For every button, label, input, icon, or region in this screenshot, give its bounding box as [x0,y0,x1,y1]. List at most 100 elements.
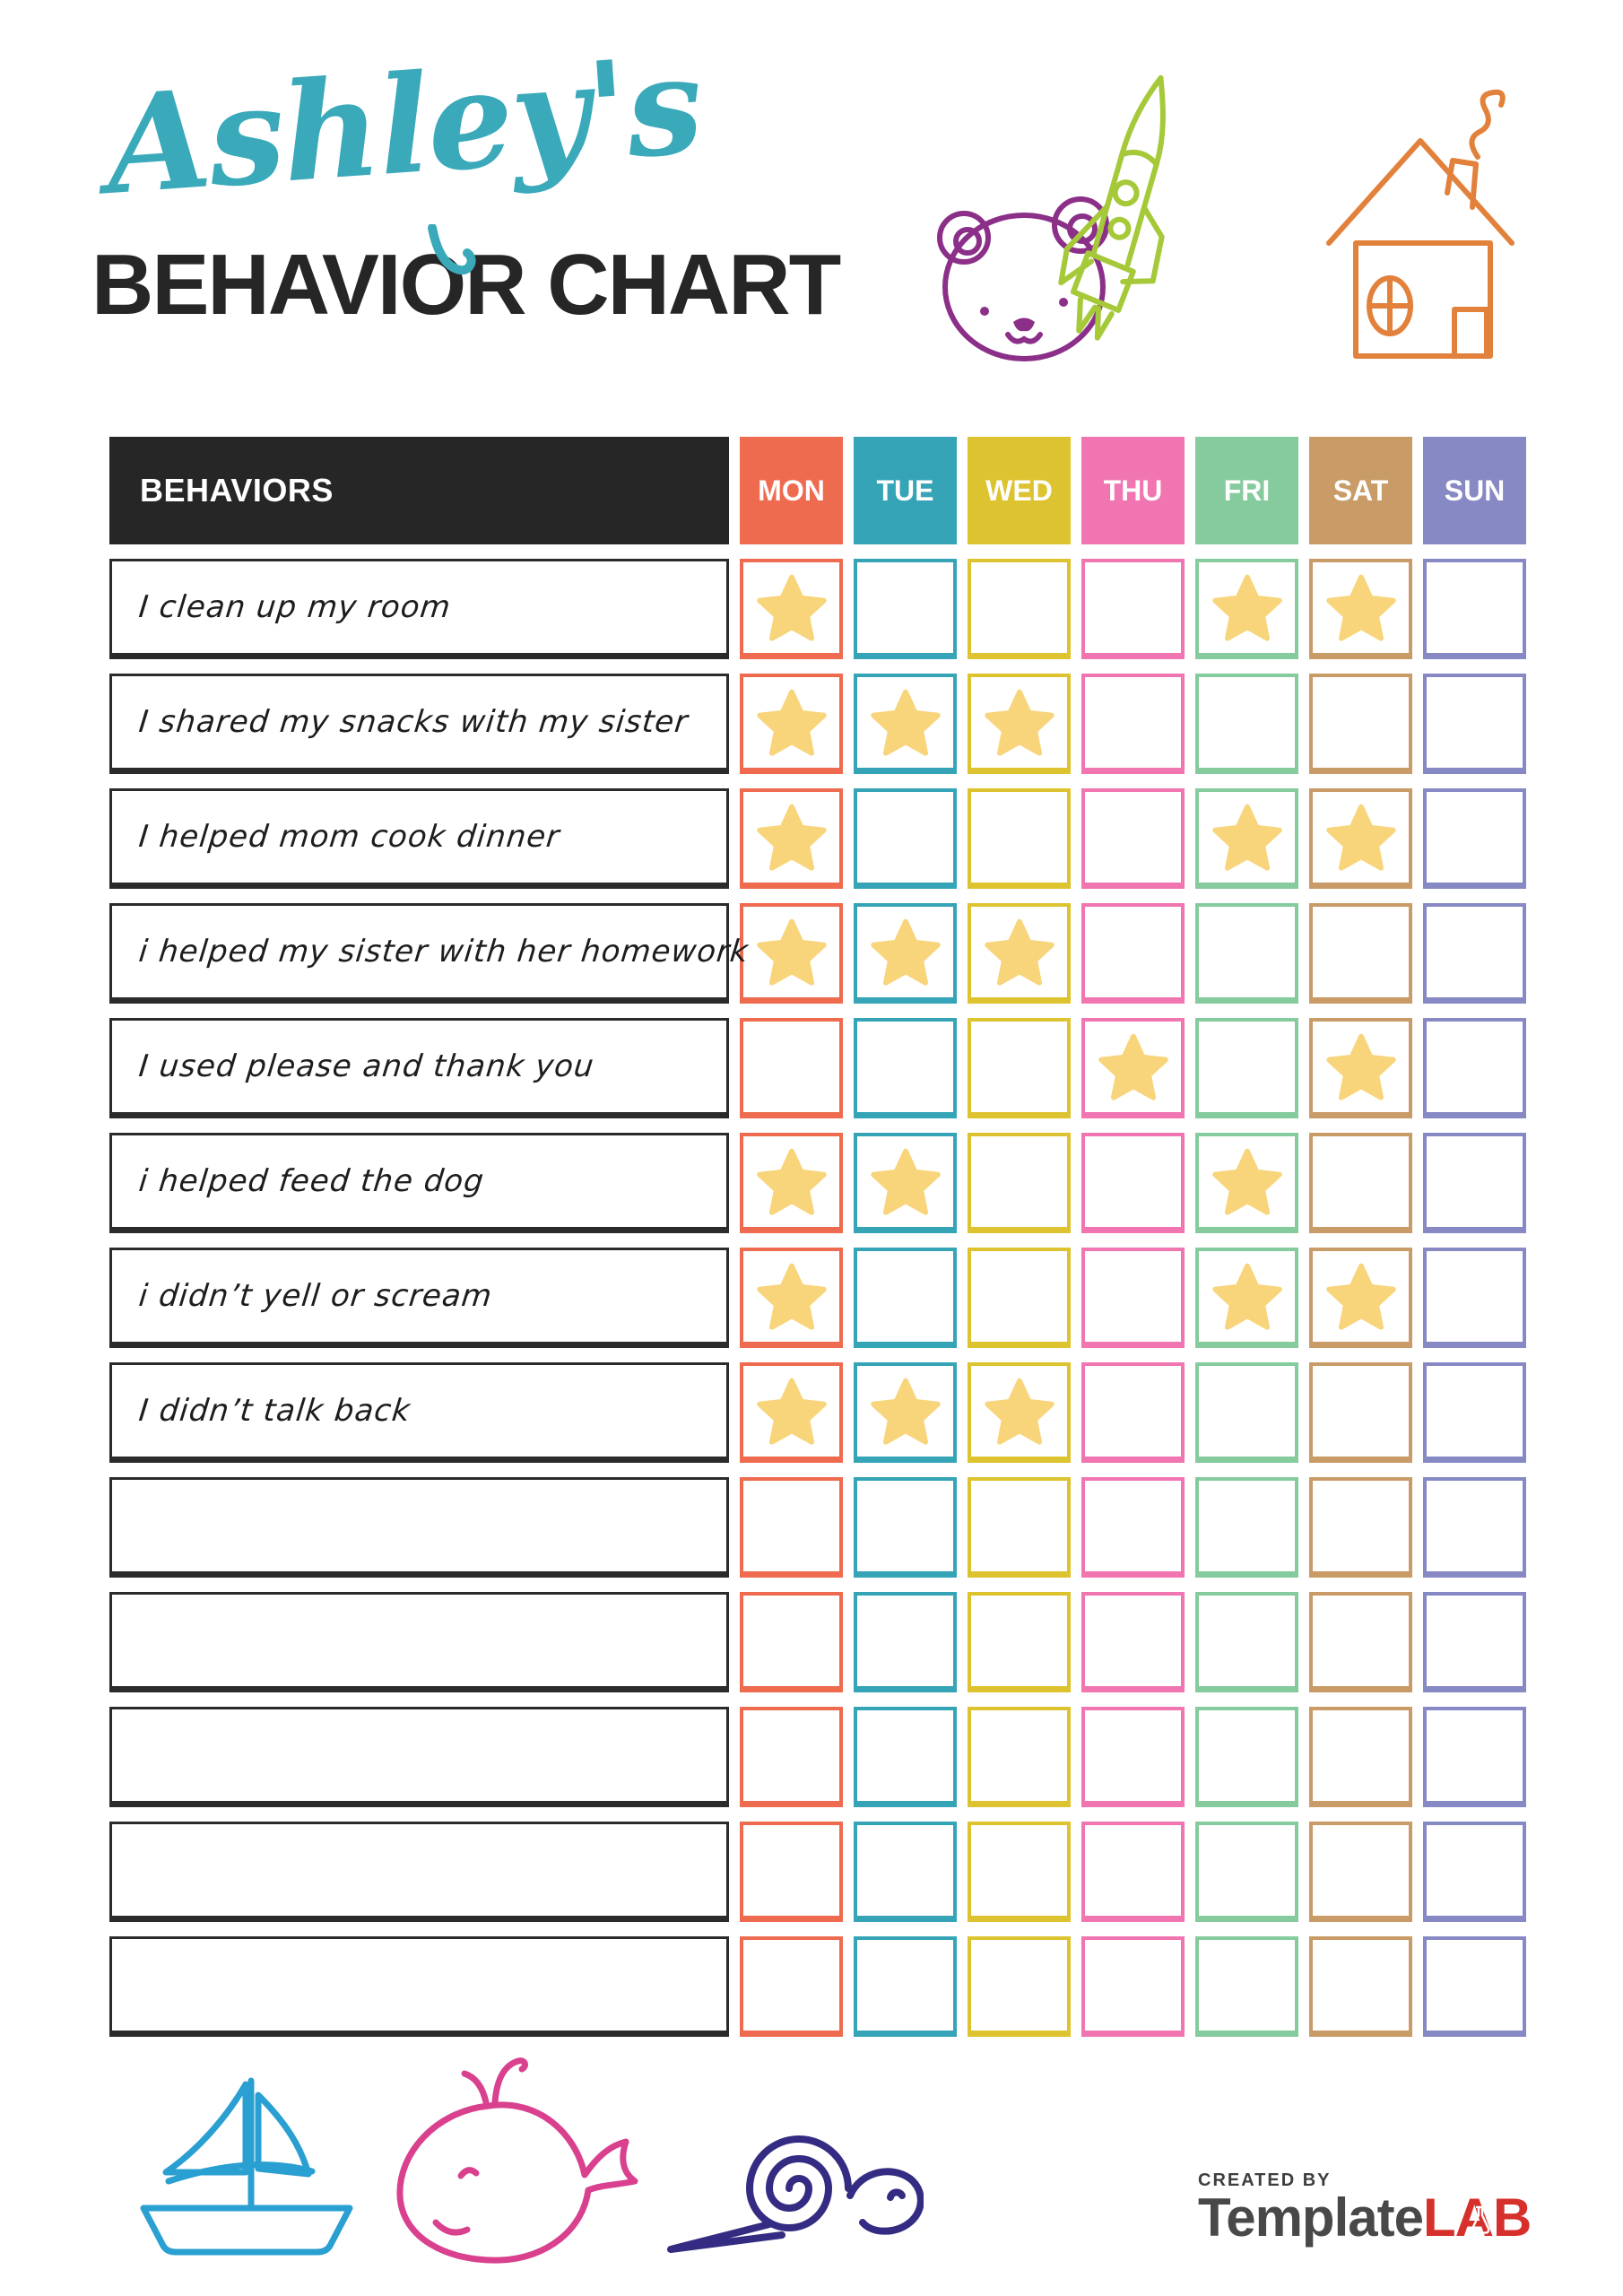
behavior-cell-mon [740,1936,843,2037]
behavior-cell-fri [1195,1018,1298,1118]
created-by-label: CREATED BY [1198,2170,1332,2190]
behavior-cell-tue [854,1133,957,1233]
bear-doodle-icon [937,196,1109,361]
behavior-cell-wed [968,1018,1071,1118]
behavior-cell-tue [854,1822,957,1922]
behavior-cell-sat [1309,559,1412,659]
day-header-tue: TUE [854,437,957,544]
behavior-cell-wed [968,1936,1071,2037]
behavior-text: i helped feed the dog [136,1163,486,1199]
behavior-cell-mon [740,1362,843,1463]
star-icon [870,1378,941,1445]
behavior-cell-sun [1423,1362,1526,1463]
brand-footer: CREATED BY TemplateLAB [1198,2170,1532,2248]
behavior-cell-thu [1081,1477,1185,1578]
star-icon [1211,804,1282,871]
behavior-cell-tue [854,788,957,889]
star-icon [1325,574,1396,641]
behavior-row-label [109,1707,729,1807]
brand-accent-text: LAB [1422,2187,1532,2248]
behavior-cell-wed [968,1707,1071,1807]
star-icon [1325,1033,1396,1100]
behavior-text: I shared my snacks with my sister [136,704,690,740]
star-icon [1325,1263,1396,1330]
star-icon [756,1378,827,1445]
star-icon [1098,1033,1168,1100]
page-title-name: Ashley's [100,26,707,225]
behavior-row-label: I clean up my room [109,559,729,659]
behavior-cell-sun [1423,1133,1526,1233]
behavior-cell-thu [1081,1936,1185,2037]
behavior-cell-mon [740,1822,843,1922]
snail-doodle-icon [667,2135,924,2253]
behavior-cell-sat [1309,1018,1412,1118]
behavior-cell-sat [1309,1133,1412,1233]
behavior-cell-wed [968,1592,1071,1692]
behavior-row-label [109,1477,729,1578]
behavior-cell-mon [740,559,843,659]
behavior-row-label: I used please and thank you [109,1018,729,1118]
star-icon [756,918,827,986]
behavior-cell-mon [740,788,843,889]
behavior-cell-tue [854,903,957,1004]
top-doodles [937,74,1515,361]
behavior-cell-fri [1195,1248,1298,1348]
behavior-cell-sat [1309,1707,1412,1807]
behavior-cell-thu [1081,1362,1185,1463]
behavior-cell-mon [740,1248,843,1348]
behavior-cell-sat [1309,1936,1412,2037]
behavior-cell-sat [1309,674,1412,774]
behavior-row-label [109,1592,729,1692]
behavior-cell-thu [1081,1592,1185,1692]
day-header-fri: FRI [1195,437,1298,544]
behavior-text: I clean up my room [136,589,453,625]
behavior-cell-fri [1195,1936,1298,2037]
star-icon [870,918,941,986]
behavior-cell-fri [1195,1362,1298,1463]
behavior-cell-sat [1309,903,1412,1004]
behavior-cell-mon [740,1018,843,1118]
star-icon [1211,1263,1282,1330]
behavior-row-label [109,1822,729,1922]
script-swash-decoration [428,224,476,275]
behavior-cell-sun [1423,674,1526,774]
behavior-cell-wed [968,1133,1071,1233]
star-icon [870,1148,941,1215]
behavior-cell-thu [1081,788,1185,889]
behavior-cell-fri [1195,1707,1298,1807]
behavior-cell-tue [854,1248,957,1348]
whale-doodle-icon [396,2057,638,2264]
behavior-cell-mon [740,903,843,1004]
behavior-cell-tue [854,1018,957,1118]
behavior-text: I didn’t talk back [136,1393,412,1429]
star-icon [756,1263,827,1330]
behavior-cell-wed [968,1477,1071,1578]
behavior-cell-fri [1195,559,1298,659]
behavior-cell-sun [1423,1018,1526,1118]
behavior-text: I helped mom cook dinner [136,819,562,855]
behavior-chart-table: BEHAVIORS MON TUE WED THU FRI SAT SUN I clean up… [109,437,1526,2037]
star-icon [1211,574,1282,641]
behavior-cell-thu [1081,1133,1185,1233]
behavior-cell-sat [1309,1592,1412,1692]
behavior-cell-mon [740,1707,843,1807]
behavior-cell-fri [1195,1477,1298,1578]
behavior-cell-fri [1195,1133,1298,1233]
behavior-cell-tue [854,559,957,659]
behavior-cell-sat [1309,1248,1412,1348]
behavior-cell-sun [1423,788,1526,889]
day-header-mon: MON [740,437,843,544]
behavior-cell-wed [968,1362,1071,1463]
behavior-cell-wed [968,903,1071,1004]
behavior-cell-thu [1081,674,1185,774]
behavior-row-label: I didn’t talk back [109,1362,729,1463]
star-icon [870,689,941,756]
behavior-cell-fri [1195,788,1298,889]
behavior-cell-thu [1081,1018,1185,1118]
behavior-cell-wed [968,559,1071,659]
behavior-cell-sun [1423,559,1526,659]
behavior-cell-thu [1081,1707,1185,1807]
behavior-cell-thu [1081,903,1185,1004]
behavior-cell-sat [1309,1822,1412,1922]
